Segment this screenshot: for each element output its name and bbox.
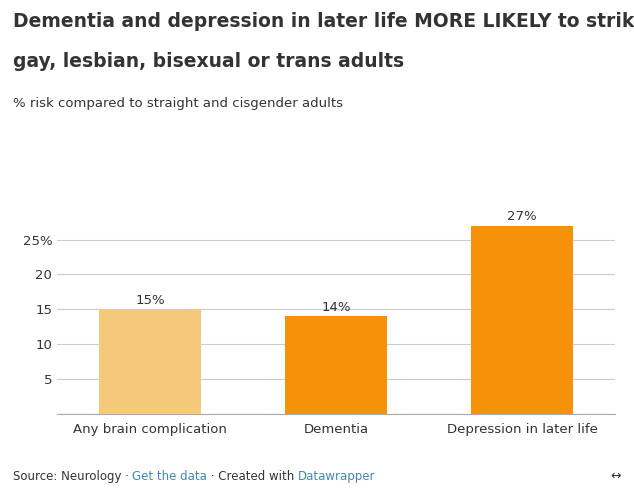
- Text: 14%: 14%: [321, 301, 351, 314]
- Bar: [99, 309, 201, 414]
- Text: 27%: 27%: [507, 211, 537, 224]
- Text: Datawrapper: Datawrapper: [299, 470, 376, 483]
- Text: · Created with: · Created with: [207, 470, 299, 483]
- Text: Get the data: Get the data: [133, 470, 207, 483]
- Text: % risk compared to straight and cisgender adults: % risk compared to straight and cisgende…: [13, 97, 343, 110]
- Text: 15%: 15%: [135, 294, 165, 307]
- Text: ↔: ↔: [611, 470, 621, 483]
- Text: gay, lesbian, bisexual or trans adults: gay, lesbian, bisexual or trans adults: [13, 52, 404, 71]
- Bar: [471, 226, 573, 414]
- Bar: [285, 316, 387, 414]
- Text: Source: Neurology ·: Source: Neurology ·: [13, 470, 133, 483]
- Text: Dementia and depression in later life MORE LIKELY to strike: Dementia and depression in later life MO…: [13, 12, 634, 31]
